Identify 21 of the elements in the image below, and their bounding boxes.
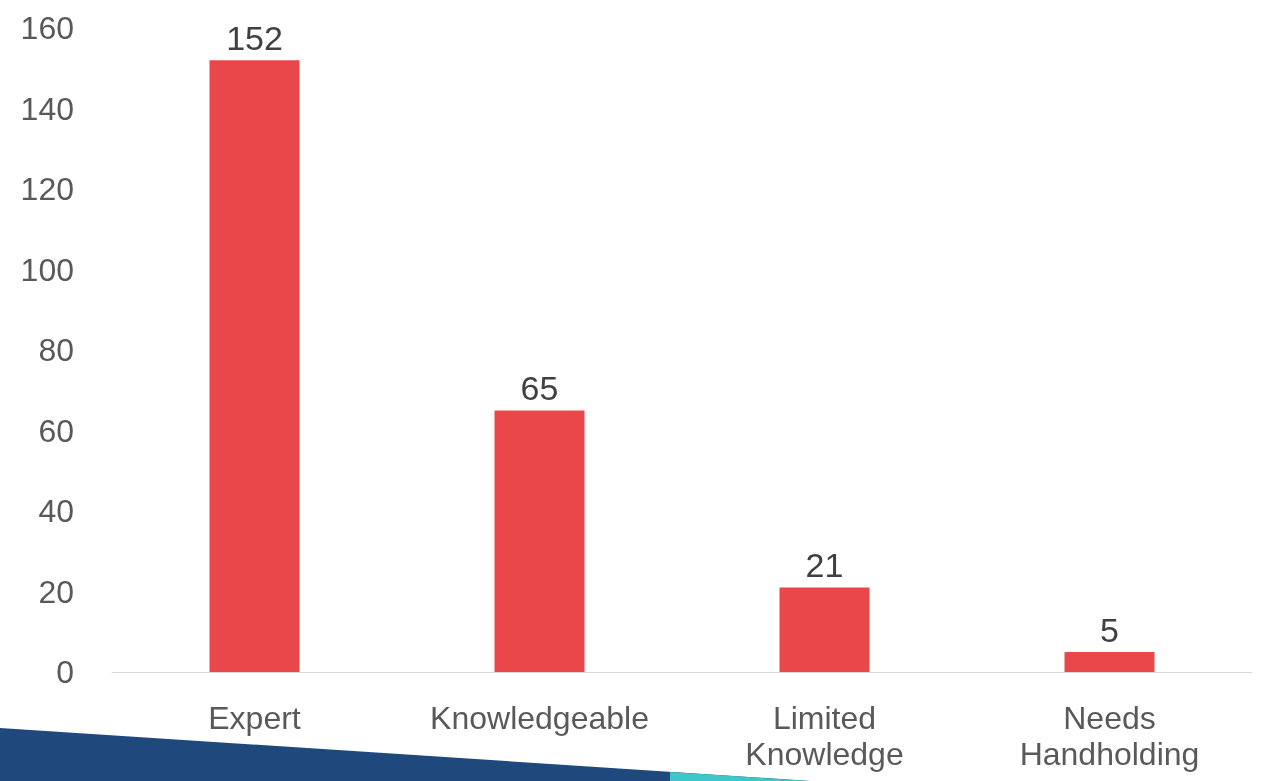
x-tick-label: Knowledgeable bbox=[430, 700, 649, 736]
bar bbox=[494, 410, 585, 672]
x-tick-label: Needs Handholding bbox=[1019, 700, 1200, 772]
data-label: 152 bbox=[226, 19, 283, 58]
bar bbox=[1064, 651, 1155, 672]
y-tick-label: 40 bbox=[38, 493, 74, 529]
y-tick-label: 80 bbox=[38, 332, 74, 368]
data-label: 65 bbox=[520, 369, 559, 408]
data-label: 5 bbox=[1100, 610, 1119, 649]
data-label: 21 bbox=[805, 546, 844, 585]
x-tick-label: Limited Knowledge bbox=[745, 700, 904, 772]
y-tick-label: 0 bbox=[56, 654, 74, 690]
bar bbox=[209, 60, 300, 672]
y-tick-label: 20 bbox=[38, 573, 74, 610]
y-tick-label: 60 bbox=[38, 412, 74, 449]
y-tick-label: 160 bbox=[20, 10, 74, 46]
x-tick-label: Expert bbox=[208, 700, 301, 736]
y-tick-label: 140 bbox=[20, 90, 74, 127]
y-tick-label: 120 bbox=[20, 171, 74, 207]
bar bbox=[779, 587, 870, 672]
y-tick-label: 100 bbox=[20, 251, 74, 288]
